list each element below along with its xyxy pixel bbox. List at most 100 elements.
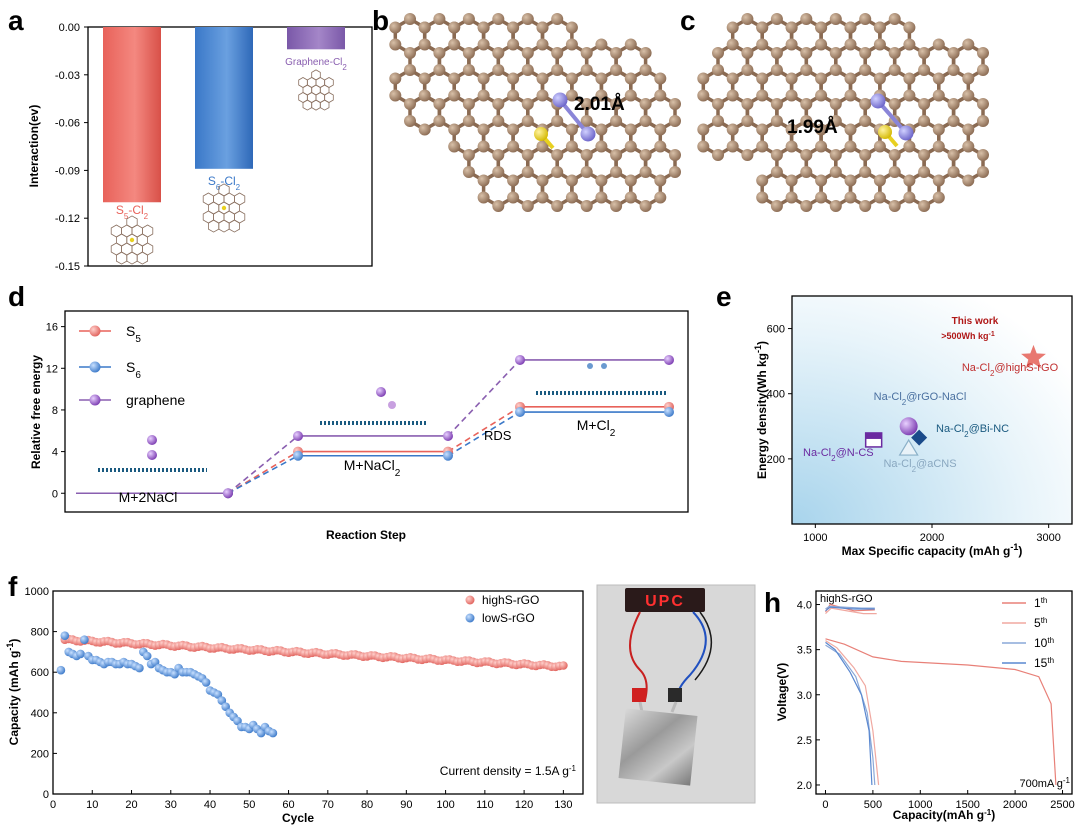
panel-d-connector-S5-1 xyxy=(447,406,521,453)
pc-carbon-atom xyxy=(859,115,872,127)
panel-d-point-S6-2 xyxy=(664,407,674,418)
pc-carbon-atom xyxy=(741,47,754,59)
panel-e-xlabel: Max Specific capacity (mAh g-1) xyxy=(842,542,1023,558)
label-tail: -Cl xyxy=(128,203,143,217)
pb-carbon-atom xyxy=(507,191,520,204)
pc-carbon-atom xyxy=(770,64,783,76)
pc-carbon-atom xyxy=(932,174,945,187)
panel-f-current-note: Current density = 1.5A g-1 xyxy=(440,764,577,779)
pb-carbon-atom xyxy=(521,13,534,25)
pb-carbon-atom xyxy=(404,64,416,76)
panel-d-cl-atom xyxy=(376,387,386,397)
pb-carbon-atom xyxy=(669,166,681,178)
panel-f-xtick-label: 20 xyxy=(125,799,137,811)
pb-carbon-atom xyxy=(389,38,402,51)
panel-f-low-point xyxy=(60,631,70,640)
pb-carbon-atom xyxy=(551,115,564,127)
panel-letter-h: h xyxy=(764,587,781,618)
pc-carbon-atom xyxy=(977,149,989,161)
pc-carbon-atom xyxy=(903,21,916,34)
pb-carbon-atom xyxy=(624,72,637,85)
panel-f-xtick-label: 50 xyxy=(243,799,255,811)
pc-carbon-atom xyxy=(815,72,828,85)
panel-f-low-point xyxy=(217,696,227,705)
panel-e-point-label-4: Na-Cl2@aCNS xyxy=(883,458,956,474)
pb-carbon-atom xyxy=(507,38,520,51)
pb-carbon-atom xyxy=(389,72,402,85)
panel-a-ytick-label: -0.09 xyxy=(55,165,80,177)
pb-carbon-atom xyxy=(551,166,564,178)
pt-sub: 2 xyxy=(964,430,969,439)
pc-carbon-atom xyxy=(873,140,886,153)
panel-f-xtick-label: 30 xyxy=(165,799,177,811)
panel-h-frame xyxy=(815,590,1073,795)
pc-carbon-atom xyxy=(844,21,857,34)
pb-carbon-atom xyxy=(404,115,416,127)
pc-carbon-atom xyxy=(741,98,754,110)
pb-carbon-atom xyxy=(492,149,505,161)
pc-carbon-atom xyxy=(829,166,842,178)
pc-carbon-atom xyxy=(888,149,901,161)
leg-num: 10 xyxy=(1034,636,1048,650)
pb-carbon-atom xyxy=(610,200,623,212)
panel-d-step-label-1: M+NaCl2 xyxy=(344,457,401,479)
panel-h-discharge-curve-1 xyxy=(825,640,880,786)
pb-carbon-atom xyxy=(536,174,549,187)
panel-b-structure xyxy=(389,13,681,212)
pc-carbon-atom xyxy=(888,98,901,110)
pc-carbon-atom xyxy=(770,47,783,59)
pb-carbon-atom xyxy=(610,47,623,59)
pb-carbon-atom xyxy=(551,47,564,59)
pc-carbon-atom xyxy=(962,89,975,102)
pc-carbon-atom xyxy=(770,98,783,110)
pb-carbon-atom xyxy=(639,98,652,110)
pc-carbon-atom xyxy=(726,21,739,34)
panel-f-xtick-label: 0 xyxy=(50,799,56,811)
pc-carbon-atom xyxy=(756,72,769,85)
pt-b: @Bi-NC xyxy=(969,423,1010,435)
red-wire xyxy=(629,611,648,701)
panel-f-legend-label-1: lowS-rGO xyxy=(482,611,535,625)
panel-h-discharge-curve-3 xyxy=(825,641,873,786)
led-text: UPC xyxy=(645,593,685,610)
panel-h-inner-label: highS-rGO xyxy=(820,593,873,605)
pb-carbon-atom xyxy=(565,174,578,187)
pc-carbon-atom xyxy=(859,64,872,76)
pb-carbon-atom xyxy=(565,123,578,136)
panel-a-bar-chart: Interaction(ev) 0.00 -0.03 -0.06 -0.09 -0.12… xyxy=(27,22,373,273)
yl-tail: ) xyxy=(7,639,21,643)
pt-sub: 2 xyxy=(912,465,917,474)
pc-carbon-atom xyxy=(800,64,813,76)
pc-carbon-atom xyxy=(756,21,769,34)
panel-a-s6-molecule-sulfur-atom xyxy=(221,205,227,211)
label-base: S xyxy=(208,174,216,188)
pb-carbon-atom xyxy=(507,21,520,34)
pc-carbon-atom xyxy=(800,166,813,178)
pb-carbon-atom xyxy=(565,38,578,51)
pc-carbon-atom xyxy=(697,89,710,102)
pb-carbon-atom xyxy=(477,72,490,85)
pc-carbon-atom xyxy=(903,191,916,204)
pc-carbon-atom xyxy=(859,13,872,25)
panel-f-ytick-label: 400 xyxy=(31,708,49,720)
pb-carbon-atom xyxy=(580,166,593,178)
panel-h-charge-curve-1 xyxy=(825,607,877,615)
panel-e-point-square-fill xyxy=(865,432,882,439)
pt-sub: 2 xyxy=(831,454,836,463)
red-clip xyxy=(632,688,646,702)
pc-carbon-atom xyxy=(977,115,989,127)
pc-carbon-atom xyxy=(962,140,975,153)
pb-carbon-atom xyxy=(639,166,652,178)
panel-f-high-point xyxy=(559,661,568,670)
pb-carbon-atom xyxy=(639,47,652,59)
yl-base: Energy density(Wh kg xyxy=(755,353,769,479)
pc-carbon-atom xyxy=(888,200,901,212)
panel-h-xtick-label: 1000 xyxy=(908,799,932,811)
pb-carbon-atom xyxy=(565,140,578,153)
panel-h-legend-label-3: 15th xyxy=(1034,656,1054,671)
panel-f-low-point xyxy=(213,690,223,699)
pc-carbon-atom xyxy=(800,13,813,25)
pc-carbon-atom xyxy=(726,123,739,136)
pc-carbon-atom xyxy=(829,98,842,110)
